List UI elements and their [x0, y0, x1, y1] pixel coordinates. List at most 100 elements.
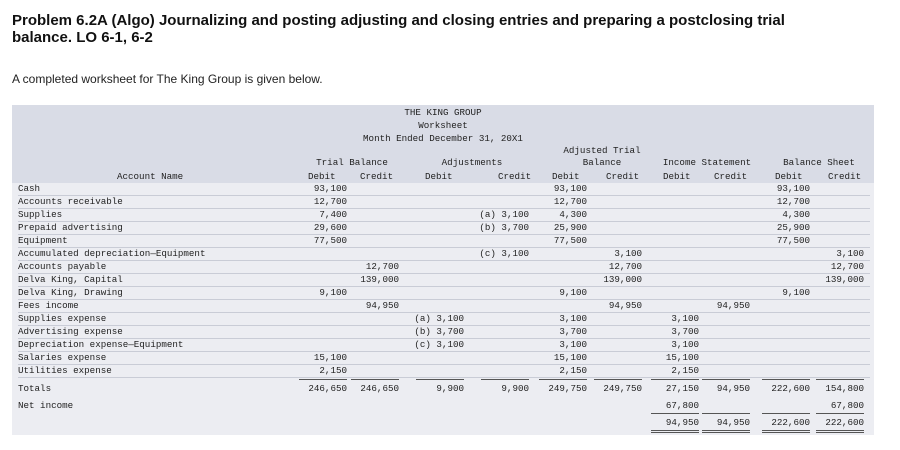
sum-rule	[594, 379, 642, 380]
row-divider	[18, 377, 870, 378]
worksheet-body-background	[12, 183, 874, 435]
cell-adj-cr: (c) 3,100	[479, 248, 529, 259]
problem-title: Problem 6.2A (Algo) Journalizing and pos…	[12, 12, 785, 46]
worksheet: THE KING GROUP Worksheet Month Ended Dec…	[12, 105, 874, 435]
totals-tb-dr: 246,650	[308, 383, 347, 394]
cell-tb-dr: 77,500	[313, 235, 347, 246]
sum-rule	[762, 432, 810, 433]
totals-bs-cr: 154,800	[825, 383, 864, 394]
col-group-balance-sheet: Balance Sheet	[783, 157, 855, 168]
sum-rule	[651, 379, 699, 380]
row-divider	[18, 325, 870, 326]
sum-rule	[702, 379, 750, 380]
col-label-atb-debit: Debit	[552, 171, 580, 182]
cell-is-dr: 15,100	[665, 352, 699, 363]
problem-intro: A completed worksheet for The King Group…	[12, 72, 323, 86]
account-name-accounts-receivable: Accounts receivable	[18, 196, 123, 207]
account-name-depreciation-expense-equipment: Depreciation expense—Equipment	[18, 339, 184, 350]
row-divider	[18, 234, 870, 235]
cell-tb-dr: 7,400	[319, 209, 347, 220]
totals-label: Totals	[18, 383, 52, 394]
account-name-supplies-expense: Supplies expense	[18, 313, 107, 324]
cell-tb-dr: 12,700	[313, 196, 347, 207]
col-label-is-credit: Credit	[714, 171, 748, 182]
sum-rule	[539, 379, 587, 380]
net-income-label: Net income	[18, 400, 74, 411]
account-name-accounts-payable: Accounts payable	[18, 261, 107, 272]
cell-atb-dr: 3,100	[559, 313, 587, 324]
sum-rule	[351, 379, 399, 380]
row-divider	[18, 273, 870, 274]
cell-atb-cr: 94,950	[608, 300, 642, 311]
cell-tb-dr: 93,100	[313, 183, 347, 194]
row-divider	[18, 221, 870, 222]
col-label-tb-debit: Debit	[308, 171, 336, 182]
account-name-delva-king-capital: Delva King, Capital	[18, 274, 123, 285]
cell-adj-cr: (a) 3,100	[479, 209, 529, 220]
cell-bs-cr: 12,700	[830, 261, 864, 272]
cell-bs-dr: 25,900	[776, 222, 810, 233]
col-group-adjusted-trial-balance-line1: Adjusted Trial	[563, 145, 641, 156]
account-name-salaries-expense: Salaries expense	[18, 352, 107, 363]
final-bs-credit: 222,600	[825, 417, 864, 428]
worksheet-company-name: THE KING GROUP	[404, 107, 482, 118]
worksheet-title: Worksheet	[418, 120, 468, 131]
cell-is-dr: 2,150	[671, 365, 699, 376]
totals-adj-cr: 9,900	[501, 383, 529, 394]
account-name-utilities-expense: Utilities expense	[18, 365, 112, 376]
final-bs-debit: 222,600	[771, 417, 810, 428]
cell-atb-dr: 3,100	[559, 339, 587, 350]
sum-rule	[816, 430, 864, 431]
totals-is-cr: 94,950	[716, 383, 750, 394]
cell-tb-cr: 12,700	[365, 261, 399, 272]
cell-tb-cr: 139,000	[360, 274, 399, 285]
row-divider	[18, 364, 870, 365]
account-name-delva-king-drawing: Delva King, Drawing	[18, 287, 123, 298]
row-divider	[18, 299, 870, 300]
cell-is-cr: 94,950	[716, 300, 750, 311]
sum-rule	[816, 413, 864, 414]
cell-bs-cr: 139,000	[825, 274, 864, 285]
sum-rule	[651, 430, 699, 431]
cell-bs-dr: 77,500	[776, 235, 810, 246]
cell-tb-cr: 94,950	[365, 300, 399, 311]
col-label-bs-debit: Debit	[775, 171, 803, 182]
cell-bs-dr: 9,100	[782, 287, 810, 298]
row-divider	[18, 338, 870, 339]
cell-tb-dr: 29,600	[313, 222, 347, 233]
row-divider	[18, 208, 870, 209]
totals-atb-cr: 249,750	[603, 383, 642, 394]
col-group-income-statement: Income Statement	[662, 157, 752, 168]
totals-is-dr: 27,150	[665, 383, 699, 394]
col-label-bs-credit: Credit	[828, 171, 862, 182]
sum-rule	[481, 379, 529, 380]
sum-rule	[702, 413, 750, 414]
cell-atb-dr: 12,700	[553, 196, 587, 207]
cell-atb-dr: 93,100	[553, 183, 587, 194]
col-label-tb-credit: Credit	[360, 171, 394, 182]
cell-atb-dr: 9,100	[559, 287, 587, 298]
cell-atb-dr: 15,100	[553, 352, 587, 363]
account-name-accumulated-depreciation-equipment: Accumulated depreciation—Equipment	[18, 248, 206, 259]
cell-is-dr: 3,700	[671, 326, 699, 337]
row-divider	[18, 260, 870, 261]
col-label-is-debit: Debit	[663, 171, 691, 182]
account-name-fees-income: Fees income	[18, 300, 79, 311]
cell-adj-dr: (a) 3,100	[414, 313, 464, 324]
account-name-prepaid-advertising: Prepaid advertising	[18, 222, 123, 233]
col-label-adj-debit: Debit	[425, 171, 453, 182]
cell-adj-cr: (b) 3,700	[479, 222, 529, 233]
col-label-adj-credit: Credit	[498, 171, 532, 182]
cell-atb-dr: 3,700	[559, 326, 587, 337]
cell-is-dr: 3,100	[671, 313, 699, 324]
row-divider	[18, 351, 870, 352]
cell-tb-dr: 9,100	[319, 287, 347, 298]
sum-rule	[702, 432, 750, 433]
account-name-advertising-expense: Advertising expense	[18, 326, 123, 337]
cell-atb-dr: 4,300	[559, 209, 587, 220]
final-is-debit: 94,950	[665, 417, 699, 428]
totals-tb-cr: 246,650	[360, 383, 399, 394]
col-label-account-name: Account Name	[117, 171, 184, 182]
sum-rule	[762, 430, 810, 431]
account-name-supplies: Supplies	[18, 209, 63, 220]
